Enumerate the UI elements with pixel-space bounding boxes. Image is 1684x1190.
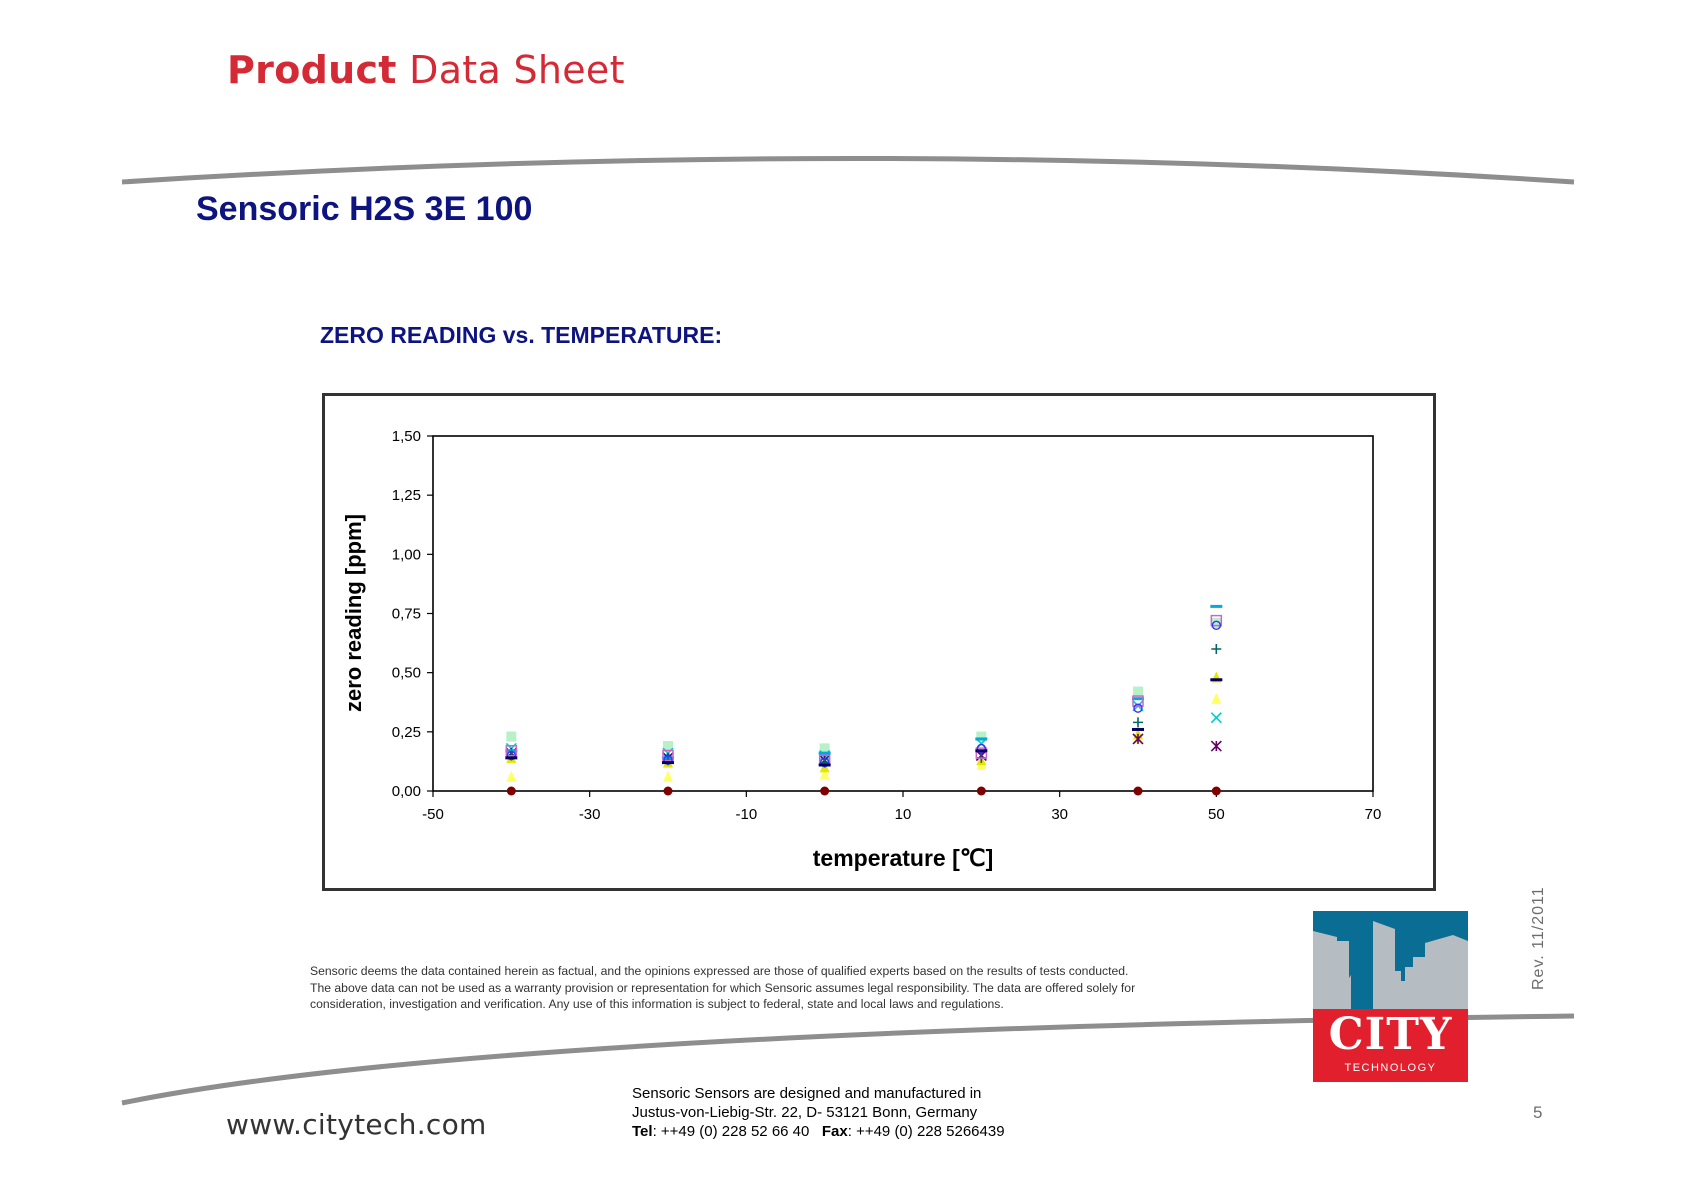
data-points bbox=[505, 604, 1223, 796]
data-point bbox=[976, 786, 986, 796]
data-point bbox=[819, 768, 830, 780]
y-tick-label: 1,50 bbox=[392, 428, 421, 445]
disclaimer-line: The above data can not be used as a warr… bbox=[310, 980, 1136, 995]
data-point bbox=[1210, 740, 1222, 752]
x-tick-label: 10 bbox=[895, 806, 912, 823]
y-tick-label: 1,00 bbox=[392, 546, 421, 563]
x-tick-label: -10 bbox=[735, 806, 757, 823]
data-point bbox=[1132, 697, 1144, 701]
data-point bbox=[820, 786, 830, 796]
y-tick-label: 0,25 bbox=[392, 724, 421, 741]
data-point bbox=[819, 743, 830, 754]
y-tick-label: 0,50 bbox=[392, 665, 421, 682]
y-axis-ticks: 0,00 0,25 0,50 0,75 1,00 1,25 1,50 bbox=[392, 428, 433, 800]
data-point bbox=[1211, 617, 1222, 628]
data-point bbox=[1211, 692, 1222, 704]
data-point bbox=[975, 747, 988, 759]
revision-label: Rev. 11/2011 bbox=[1530, 886, 1547, 991]
data-point bbox=[1133, 703, 1143, 713]
data-point bbox=[506, 786, 516, 796]
data-point bbox=[976, 743, 987, 754]
footer-line: Justus-von-Liebig-Str. 22, D- 53121 Bonn… bbox=[632, 1104, 978, 1121]
data-point bbox=[1133, 786, 1143, 796]
zero-reading-chart: zero reading [ppm] temperature [℃] 0,000… bbox=[341, 428, 1381, 871]
data-point bbox=[1210, 614, 1223, 627]
data-point bbox=[663, 786, 673, 796]
data-point bbox=[1133, 686, 1143, 697]
data-point bbox=[1133, 717, 1143, 728]
footer-line: Sensoric Sensors are designed and manufa… bbox=[632, 1085, 982, 1102]
header-title: Product Data Sheet bbox=[227, 48, 625, 92]
data-point bbox=[505, 745, 518, 757]
footer-address: Sensoric Sensors are designed and manufa… bbox=[632, 1084, 1005, 1141]
data-point bbox=[663, 770, 673, 782]
page-number: 5 bbox=[1533, 1103, 1543, 1122]
data-point bbox=[1210, 678, 1223, 682]
footer-contact: Tel: ++49 (0) 228 52 66 40 Fax: ++49 (0)… bbox=[632, 1122, 1005, 1141]
header-title-bold: Product bbox=[227, 48, 397, 92]
section-title: ZERO READING vs. TEMPERATURE: bbox=[320, 322, 723, 348]
logo-word: CITY bbox=[1328, 1009, 1453, 1060]
y-tick-label: 0,75 bbox=[392, 606, 421, 623]
chart-frame: zero reading [ppm] temperature [℃] 0,00 0… bbox=[322, 393, 1436, 891]
x-tick-label: 70 bbox=[1365, 806, 1382, 823]
x-tick-label: 30 bbox=[1051, 806, 1068, 823]
data-point bbox=[818, 763, 831, 767]
data-point bbox=[975, 749, 988, 753]
data-point bbox=[1211, 644, 1222, 654]
data-point bbox=[1132, 695, 1144, 707]
data-point bbox=[1210, 604, 1223, 608]
data-point bbox=[1132, 727, 1144, 731]
x-axis-label: temperature [℃] bbox=[813, 845, 993, 871]
data-point bbox=[819, 757, 830, 768]
y-tick-label: 1,25 bbox=[392, 487, 421, 504]
y-axis-label: zero reading [ppm] bbox=[341, 514, 366, 712]
data-point bbox=[662, 749, 674, 762]
logo-subword: TECHNOLOGY bbox=[1344, 1062, 1437, 1074]
fax-value: : ++49 (0) 228 5266439 bbox=[847, 1123, 1005, 1140]
data-point bbox=[506, 750, 517, 761]
tel-label: Tel bbox=[632, 1123, 653, 1140]
x-tick-label: 50 bbox=[1208, 806, 1225, 823]
x-tick-label: -30 bbox=[579, 806, 601, 823]
plot-area bbox=[432, 435, 1374, 792]
data-point bbox=[1210, 712, 1222, 724]
y-tick-label: 0,00 bbox=[392, 783, 421, 800]
data-point bbox=[662, 761, 674, 765]
x-axis-ticks: -50 -30 -10 10 30 50 70 bbox=[422, 791, 1381, 823]
disclaimer: Sensoric deems the data contained herein… bbox=[310, 963, 1300, 1013]
data-point bbox=[1211, 620, 1222, 631]
data-point bbox=[976, 731, 987, 742]
data-point bbox=[506, 731, 517, 742]
header-title-rest: Data Sheet bbox=[409, 48, 625, 92]
tel-value: : ++49 (0) 228 52 66 40 bbox=[652, 1123, 810, 1140]
data-point bbox=[506, 770, 517, 782]
logo-graphic bbox=[1313, 911, 1468, 1082]
data-point bbox=[663, 755, 673, 765]
data-point bbox=[1132, 733, 1144, 745]
x-tick-label: -50 bbox=[422, 806, 444, 823]
data-point bbox=[505, 756, 518, 760]
data-point bbox=[663, 741, 673, 752]
fax-label: Fax bbox=[821, 1123, 848, 1140]
city-technology-logo: CITY TECHNOLOGY bbox=[1313, 911, 1468, 1082]
website-link[interactable]: www.citytech.com bbox=[226, 1108, 487, 1141]
revision-text: Rev. 11/2011 bbox=[1530, 886, 1547, 990]
data-point bbox=[818, 751, 831, 755]
disclaimer-line: consideration, investigation and verific… bbox=[310, 997, 1004, 1011]
data-point bbox=[975, 737, 988, 741]
document-title: Sensoric H2S 3E 100 bbox=[196, 190, 533, 228]
data-point bbox=[1211, 786, 1221, 796]
disclaimer-line: Sensoric deems the data contained herein… bbox=[310, 964, 1129, 978]
